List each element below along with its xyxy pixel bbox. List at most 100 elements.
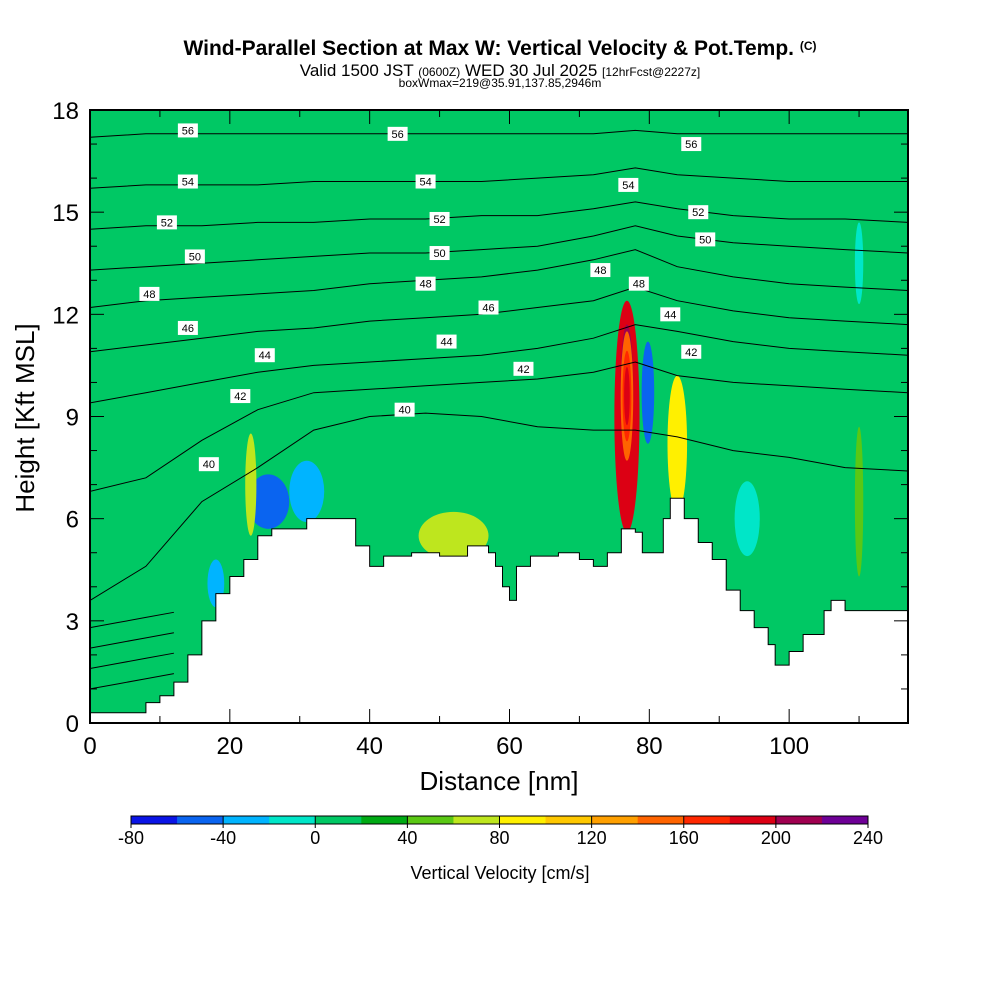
theta-contour-56	[90, 129, 908, 138]
contour-label-bg	[688, 205, 709, 220]
contour-label-text: 42	[234, 391, 246, 403]
contour-label-text: 54	[622, 180, 634, 192]
y-axis-label: Height [Kft MSL]	[10, 323, 40, 512]
contour-label-50: 50	[184, 249, 205, 264]
colorbar-swatch	[637, 816, 685, 824]
x-tick-label: 60	[496, 733, 523, 760]
w-core-layer	[624, 366, 630, 426]
w-feature	[641, 341, 655, 444]
y-tick-label: 3	[66, 609, 79, 636]
colorbar: -80 -40 0 40 80 120 160 200 240	[118, 815, 883, 848]
colorbar-swatch	[683, 816, 731, 824]
colorbar-swatch	[361, 816, 408, 824]
contour-label-text: 50	[699, 234, 711, 246]
x-tick-label: 80	[636, 733, 663, 760]
contour-label-52: 52	[156, 215, 177, 230]
contour-label-48: 48	[628, 276, 649, 291]
contour-label-48: 48	[590, 263, 611, 278]
contour-label-48: 48	[415, 276, 436, 291]
contour-label-40: 40	[198, 457, 219, 472]
contour-label-54: 54	[177, 174, 198, 189]
valid-date: WED 30 Jul 2025	[464, 61, 598, 80]
contour-label-44: 44	[254, 348, 275, 363]
x-axis-ticks: 0 20 40 60 80 100	[83, 110, 860, 760]
contour-label-bg	[394, 402, 415, 417]
contour-label-bg	[628, 276, 649, 291]
contour-label-54: 54	[618, 177, 639, 192]
contour-label-bg	[436, 334, 457, 349]
contour-label-56: 56	[681, 137, 702, 152]
colorbar-swatch	[177, 816, 224, 824]
vertical-velocity-field	[207, 222, 864, 608]
colorbar-tick-label: -40	[210, 828, 236, 848]
contour-label-text: 56	[182, 125, 194, 137]
forecast-info: [12hrFcst@2227z]	[602, 65, 701, 79]
copyright-mark: (C)	[799, 39, 817, 53]
contour-label-44: 44	[660, 307, 681, 322]
colorbar-swatch	[223, 816, 270, 824]
contour-label-text: 54	[182, 177, 194, 189]
contour-label-text: 46	[482, 303, 494, 315]
contour-label-bg	[139, 286, 160, 301]
contour-labels: 40 40 42 42 42 44 44 44 46 46 48 48 48 48 50 50 50 52 52 52…	[139, 123, 716, 472]
theta-contour-50	[90, 225, 908, 271]
colorbar-swatch	[821, 816, 869, 824]
plot-area	[90, 110, 908, 723]
colorbar-swatch	[407, 816, 454, 824]
theta-contour-low	[90, 611, 174, 629]
y-tick-label: 18	[52, 98, 79, 125]
x-tick-label: 20	[216, 733, 243, 760]
theta-contour-52	[90, 201, 908, 230]
colorbar-tick-label: 160	[669, 828, 699, 848]
theta-contours	[90, 129, 908, 690]
contour-label-text: 40	[398, 405, 410, 417]
contour-label-text: 48	[419, 279, 431, 291]
contour-label-text: 44	[664, 309, 676, 321]
theta-contour-42	[90, 361, 908, 492]
contour-label-text: 52	[161, 217, 173, 229]
contour-label-52: 52	[429, 211, 450, 226]
contour-label-bg	[198, 457, 219, 472]
contour-label-46: 46	[478, 300, 499, 315]
contour-label-bg	[156, 215, 177, 230]
colorbar-title: Vertical Velocity [cm/s]	[410, 863, 590, 883]
contour-label-bg	[478, 300, 499, 315]
contour-label-bg	[429, 246, 450, 261]
contour-label-40: 40	[394, 402, 415, 417]
theta-contour-low	[90, 632, 174, 649]
contour-label-42: 42	[681, 344, 702, 359]
w-feature	[854, 426, 864, 577]
contour-label-text: 44	[259, 350, 271, 362]
colorbar-swatch	[499, 816, 547, 824]
contour-label-bg	[387, 126, 408, 141]
contour-label-bg	[230, 389, 251, 404]
colorbar-swatch	[131, 816, 178, 824]
title-text: Wind-Parallel Section at Max W: Vertical…	[183, 37, 794, 60]
contour-label-text: 52	[692, 207, 704, 219]
valid-time-line: Valid 1500 JST (0600Z) WED 30 Jul 2025 […	[0, 61, 1000, 81]
contour-label-56: 56	[387, 126, 408, 141]
contour-label-text: 56	[685, 139, 697, 151]
terrain-mask	[90, 497, 908, 723]
colorbar-swatch	[545, 816, 593, 824]
theta-contour-44	[90, 324, 908, 404]
colorbar-swatch	[775, 816, 823, 824]
colorbar-swatch	[269, 816, 316, 824]
box-info-line: boxWmax=219@35.91,137.85,2946m	[398, 76, 602, 90]
contour-label-bg	[254, 348, 275, 363]
colorbar-tick-label: 0	[310, 828, 320, 848]
contour-label-42: 42	[230, 389, 251, 404]
theta-contour-48	[90, 249, 908, 308]
contour-label-48: 48	[139, 286, 160, 301]
contour-label-bg	[177, 320, 198, 335]
colorbar-tick-label: 80	[489, 828, 509, 848]
contour-label-bg	[429, 211, 450, 226]
w-feature	[247, 474, 290, 529]
contour-label-52: 52	[688, 205, 709, 220]
contour-label-bg	[681, 137, 702, 152]
y-tick-label: 12	[52, 302, 79, 329]
colorbar-tick-label: 120	[577, 828, 607, 848]
theta-contour-54	[90, 167, 908, 189]
contour-label-text: 42	[517, 364, 529, 376]
w-feature	[734, 481, 760, 557]
